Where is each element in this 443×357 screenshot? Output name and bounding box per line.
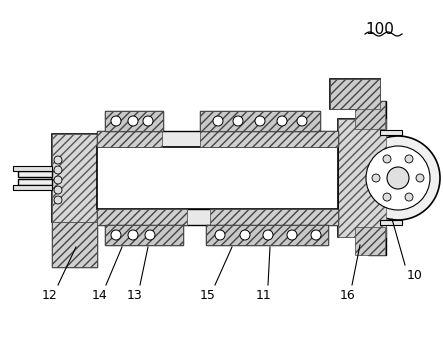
Text: 14: 14 — [92, 289, 108, 302]
Circle shape — [297, 116, 307, 126]
Circle shape — [405, 155, 413, 163]
Bar — [355, 227, 385, 255]
Bar — [330, 79, 380, 109]
Bar — [18, 171, 52, 177]
Bar — [97, 131, 162, 147]
Circle shape — [111, 230, 121, 240]
Text: 11: 11 — [256, 289, 272, 302]
Circle shape — [128, 116, 138, 126]
Circle shape — [366, 146, 430, 210]
Circle shape — [277, 116, 287, 126]
Bar — [380, 220, 402, 225]
Text: 13: 13 — [127, 289, 143, 302]
Bar — [105, 225, 183, 245]
Circle shape — [54, 176, 62, 184]
Bar — [105, 111, 163, 131]
Bar — [330, 79, 380, 109]
Circle shape — [233, 116, 243, 126]
Bar — [105, 225, 183, 245]
Text: 12: 12 — [42, 289, 58, 302]
Circle shape — [383, 155, 391, 163]
Text: 15: 15 — [200, 289, 216, 302]
Bar — [52, 222, 97, 267]
Circle shape — [240, 230, 250, 240]
Circle shape — [387, 167, 409, 189]
Circle shape — [416, 174, 424, 182]
Circle shape — [383, 193, 391, 201]
Circle shape — [255, 116, 265, 126]
Bar — [200, 111, 320, 131]
Bar — [52, 222, 97, 267]
Circle shape — [128, 230, 138, 240]
Bar — [206, 225, 328, 245]
Circle shape — [54, 156, 62, 164]
Circle shape — [372, 174, 380, 182]
Bar — [52, 134, 97, 222]
Circle shape — [263, 230, 273, 240]
Bar — [210, 209, 338, 225]
Circle shape — [215, 230, 225, 240]
Circle shape — [111, 116, 121, 126]
Bar — [380, 130, 402, 135]
Bar — [206, 225, 328, 245]
Circle shape — [287, 230, 297, 240]
Bar — [338, 119, 386, 237]
Circle shape — [213, 116, 223, 126]
Bar — [52, 134, 97, 222]
Bar — [13, 166, 52, 171]
Bar — [97, 209, 338, 225]
Circle shape — [311, 230, 321, 240]
Text: 10: 10 — [407, 269, 423, 282]
Bar — [13, 185, 52, 190]
Bar — [97, 209, 187, 225]
Circle shape — [143, 116, 153, 126]
Text: 16: 16 — [340, 289, 356, 302]
Circle shape — [54, 166, 62, 174]
Bar — [368, 227, 386, 255]
Bar — [97, 147, 338, 209]
Bar — [368, 101, 386, 129]
Bar — [105, 111, 163, 131]
Bar — [200, 111, 320, 131]
Circle shape — [356, 136, 440, 220]
Circle shape — [145, 230, 155, 240]
Bar — [200, 131, 338, 147]
Circle shape — [54, 186, 62, 194]
Bar — [97, 131, 338, 147]
Circle shape — [54, 196, 62, 204]
Bar — [18, 179, 52, 185]
Bar — [338, 119, 386, 237]
Text: 100: 100 — [365, 22, 394, 37]
Bar — [355, 101, 385, 129]
Circle shape — [405, 193, 413, 201]
